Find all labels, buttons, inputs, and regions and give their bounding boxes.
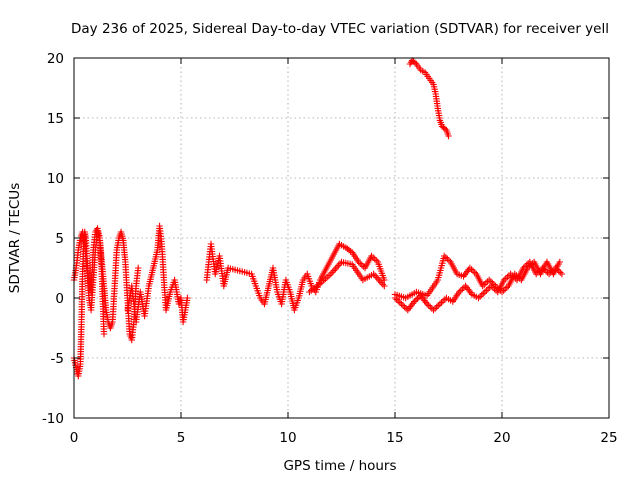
y-tick-label: 10: [47, 171, 64, 187]
x-tick-label: 10: [279, 430, 296, 446]
series-sdtvar: [70, 57, 566, 380]
tick-marks: [73, 57, 610, 419]
segment-6: [306, 258, 388, 296]
y-axis-label: SDTVAR / TECUs: [7, 183, 23, 293]
data-point: [100, 330, 108, 338]
data-point: [558, 270, 566, 278]
grid-lines: [74, 58, 609, 418]
segment-2: [70, 228, 108, 338]
data-point: [184, 294, 191, 302]
x-tick-label: 20: [493, 430, 510, 446]
data-point: [411, 59, 419, 66]
segment-5: [316, 240, 388, 284]
data-point: [445, 132, 452, 140]
x-axis-label: GPS time / hours: [283, 458, 396, 474]
x-tick-label: 5: [177, 430, 186, 446]
y-tick-label: -10: [42, 411, 64, 427]
segment-9: [391, 252, 563, 302]
y-tick-label: 0: [55, 291, 64, 307]
segment-3: [124, 222, 191, 326]
segment-7: [406, 57, 452, 140]
x-tick-label: 15: [386, 430, 403, 446]
data-point: [381, 282, 388, 290]
y-tick-label: 5: [55, 231, 64, 247]
chart-title: Day 236 of 2025, Sidereal Day-to-day VTE…: [71, 21, 609, 37]
data-point: [556, 258, 563, 266]
x-tick-label: 25: [600, 430, 617, 446]
y-tick-label: 20: [47, 51, 64, 67]
y-tick-label: -5: [51, 351, 64, 367]
x-tick-label: 0: [70, 430, 79, 446]
data-layer: [70, 57, 566, 380]
data-point: [135, 264, 142, 272]
y-tick-label: 15: [47, 111, 64, 127]
tick-labels: 0 5 10 15 20 25 -10 -5 0 5 10 15 20: [42, 51, 618, 446]
